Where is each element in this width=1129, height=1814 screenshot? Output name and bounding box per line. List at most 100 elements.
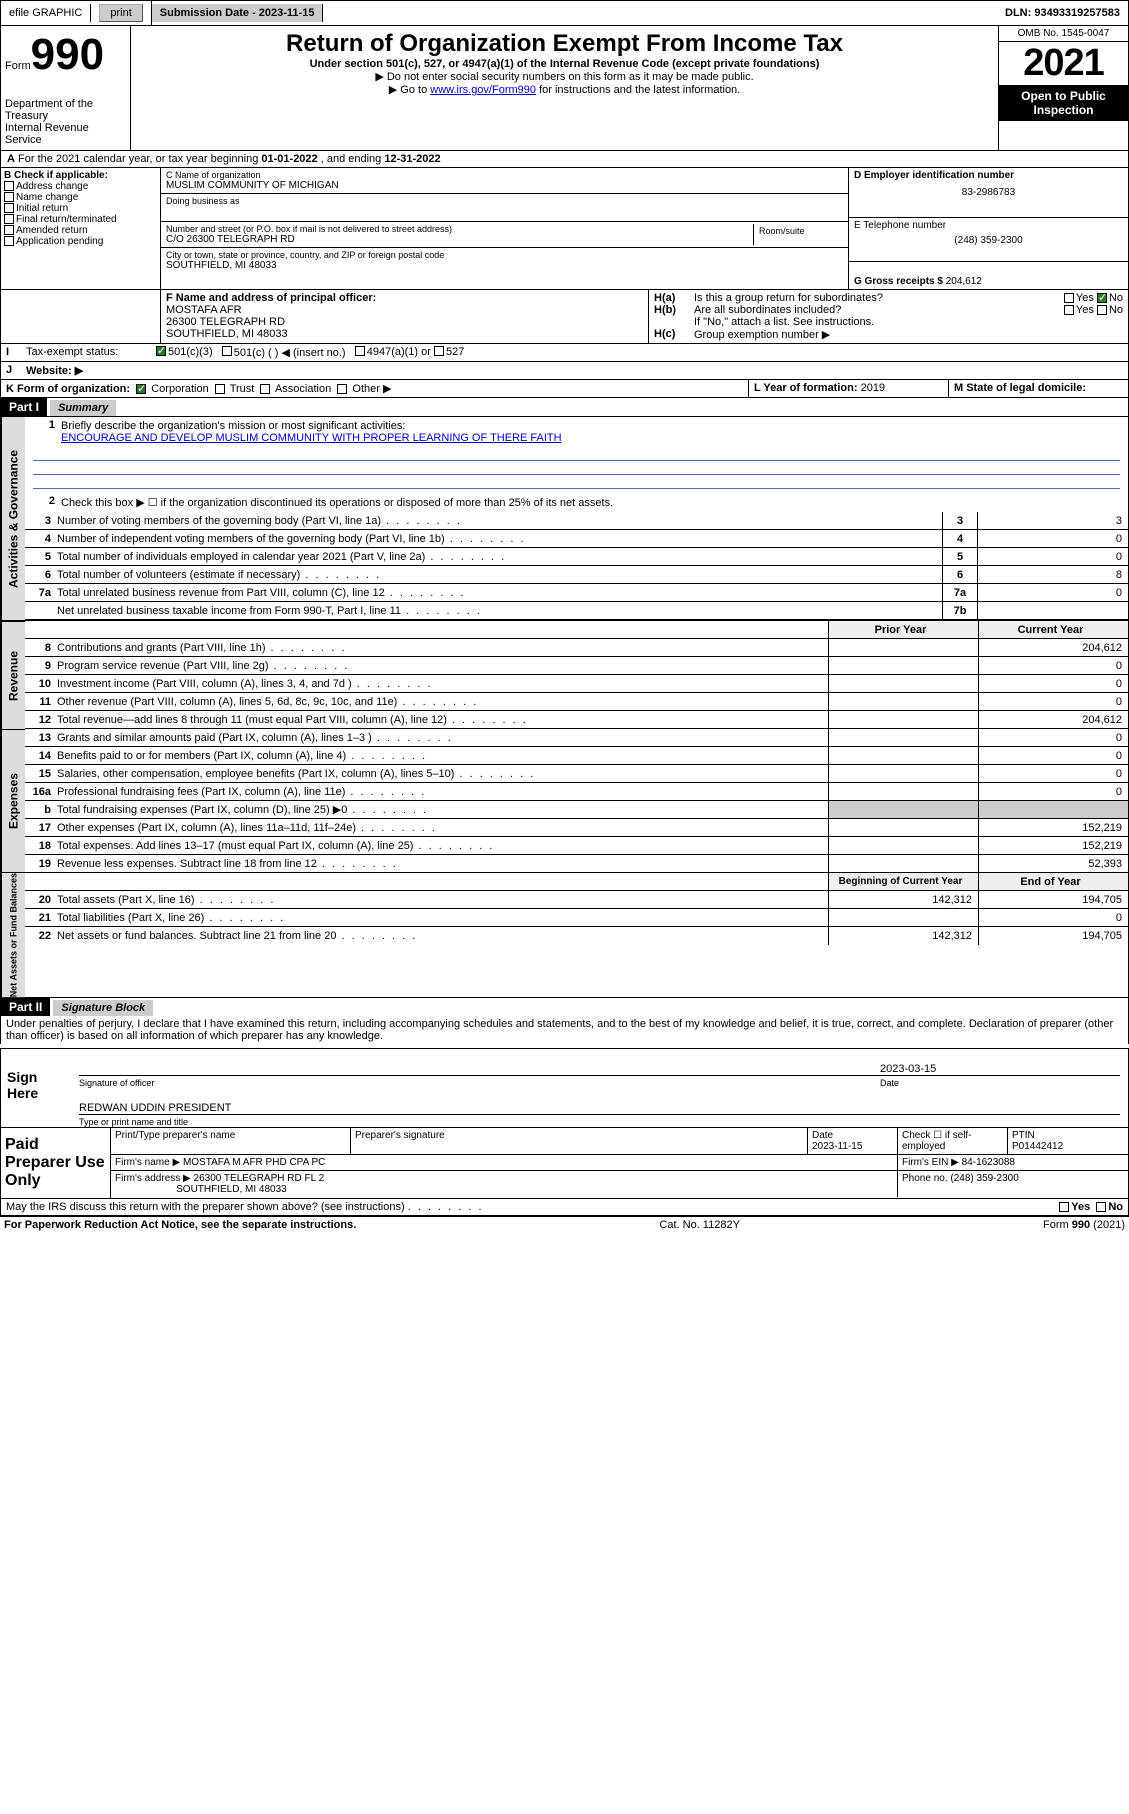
form-subtitle-1: Under section 501(c), 527, or 4947(a)(1)… (135, 58, 994, 70)
self-employed-check: Check ☐ if self-employed (898, 1128, 1008, 1154)
sign-here-label: Sign Here (1, 1049, 71, 1127)
checkbox-501c[interactable] (222, 346, 232, 356)
firm-addr1: 26300 TELEGRAPH RD FL 2 (194, 1173, 325, 1184)
tax-year-end: 12-31-2022 (384, 153, 440, 165)
checkbox-amended[interactable] (4, 225, 14, 235)
chk-label: Address change (16, 181, 88, 192)
gross-receipts-label: G Gross receipts $ (854, 276, 943, 287)
city-state-zip: SOUTHFIELD, MI 48033 (166, 260, 843, 271)
form-header: Form990 Department of the Treasury Inter… (0, 26, 1129, 151)
part1-badge: Part I (1, 398, 47, 416)
revenue-line: 10Investment income (Part VIII, column (… (25, 675, 1128, 693)
checkbox-initial-return[interactable] (4, 203, 14, 213)
part2-header: Part II Signature Block (0, 998, 1129, 1016)
officer-label: F Name and address of principal officer: (166, 292, 643, 304)
open-public-badge: Open to Public Inspection (999, 85, 1128, 121)
year-formation: 2019 (861, 382, 885, 394)
checkbox-501c3[interactable] (156, 346, 166, 356)
checkbox-trust[interactable] (215, 384, 225, 394)
org-name: MUSLIM COMMUNITY OF MICHIGAN (166, 180, 843, 191)
revenue-line: 9Program service revenue (Part VIII, lin… (25, 657, 1128, 675)
side-label-expenses: Expenses (1, 729, 25, 873)
state-domicile-label: M State of legal domicile: (954, 382, 1086, 394)
summary-line: 7aTotal unrelated business revenue from … (25, 584, 1128, 602)
irs-link[interactable]: www.irs.gov/Form990 (430, 84, 536, 96)
prior-year-head: Prior Year (828, 621, 978, 638)
ein-label: D Employer identification number (854, 170, 1123, 181)
officer-name: MOSTAFA AFR (166, 304, 643, 316)
expense-line: 19Revenue less expenses. Subtract line 1… (25, 855, 1128, 873)
summary-line: 5Total number of individuals employed in… (25, 548, 1128, 566)
checkbox-hb-no[interactable] (1097, 305, 1107, 315)
checkbox-527[interactable] (434, 346, 444, 356)
ein: 83-2986783 (854, 187, 1123, 198)
section-net-assets: Net Assets or Fund Balances Beginning of… (0, 873, 1129, 998)
form-subtitle-2: ▶ Do not enter social security numbers o… (135, 70, 994, 83)
print-button[interactable]: print (99, 4, 142, 22)
opt-other: Other ▶ (352, 383, 391, 395)
website-label: Website: ▶ (26, 364, 83, 377)
checkbox-corp[interactable] (136, 384, 146, 394)
col-c: C Name of organization MUSLIM COMMUNITY … (161, 168, 848, 289)
checkbox-discuss-yes[interactable] (1059, 1202, 1069, 1212)
section-governance: Activities & Governance 1 Briefly descri… (0, 417, 1129, 621)
org-name-label: C Name of organization (166, 170, 843, 180)
dln: DLN: 93493319257583 (997, 4, 1128, 22)
firm-ein: 84-1623088 (962, 1157, 1015, 1168)
checkbox-ha-no[interactable] (1097, 293, 1107, 303)
chk-label: Amended return (16, 225, 88, 236)
checkbox-discuss-no[interactable] (1096, 1202, 1106, 1212)
opt-501c: 501(c) ( ) ◀ (insert no.) (234, 346, 346, 359)
no-label: No (1109, 292, 1123, 304)
checkbox-app-pending[interactable] (4, 236, 14, 246)
checkbox-address-change[interactable] (4, 181, 14, 191)
opt-527: 527 (446, 346, 464, 359)
discuss-text: May the IRS discuss this return with the… (6, 1201, 405, 1213)
row-j: J Website: ▶ (0, 362, 1129, 380)
paperwork-notice: For Paperwork Reduction Act Notice, see … (4, 1219, 356, 1231)
firm-addr-label: Firm's address ▶ (115, 1173, 191, 1184)
form-org-label: K Form of organization: (6, 383, 130, 395)
opt-assoc: Association (275, 383, 331, 395)
expense-line: 15Salaries, other compensation, employee… (25, 765, 1128, 783)
checkbox-hb-yes[interactable] (1064, 305, 1074, 315)
goto-pre: ▶ Go to (389, 84, 430, 96)
checkbox-assoc[interactable] (260, 384, 270, 394)
checkbox-4947[interactable] (355, 346, 365, 356)
phone-label: E Telephone number (854, 220, 1123, 231)
sign-date: 2023-03-15 (880, 1063, 1120, 1075)
row-i: I Tax-exempt status: 501(c)(3) 501(c) ( … (0, 344, 1129, 362)
row-a: A For the 2021 calendar year, or tax yea… (0, 151, 1129, 168)
declaration-text: Under penalties of perjury, I declare th… (0, 1016, 1129, 1044)
mission-text[interactable]: ENCOURAGE AND DEVELOP MUSLIM COMMUNITY W… (61, 432, 562, 444)
yes-label: Yes (1076, 304, 1094, 316)
part1-title: Summary (50, 400, 116, 416)
opt-501c3: 501(c)(3) (168, 346, 213, 359)
omb-number: OMB No. 1545-0047 (999, 26, 1128, 42)
tax-exempt-label: Tax-exempt status: (26, 346, 156, 359)
row-a-mid: , and ending (318, 153, 385, 165)
checkbox-name-change[interactable] (4, 192, 14, 202)
yes-label: Yes (1076, 292, 1094, 304)
year-formation-label: L Year of formation: (754, 382, 858, 394)
room-label: Room/suite (759, 226, 838, 236)
rev-exp-header: Revenue Prior Year Current Year 8Contrib… (0, 621, 1129, 729)
part2-badge: Part II (1, 998, 50, 1016)
opt-corp: Corporation (151, 383, 208, 395)
hc-label: Group exemption number ▶ (694, 328, 830, 341)
col-b-label: B Check if applicable: (4, 170, 157, 181)
form-number: 990 (31, 30, 104, 79)
side-label-revenue: Revenue (1, 621, 25, 729)
checkbox-final-return[interactable] (4, 214, 14, 224)
firm-name-label: Firm's name ▶ (115, 1157, 180, 1168)
revenue-line: 12Total revenue—add lines 8 through 11 (… (25, 711, 1128, 729)
checkbox-other[interactable] (337, 384, 347, 394)
addr-label: Number and street (or P.O. box if mail i… (166, 224, 753, 234)
chk-label: Final return/terminated (16, 214, 117, 225)
paid-preparer-label: Paid Preparer Use Only (1, 1128, 111, 1198)
checkbox-ha-yes[interactable] (1064, 293, 1074, 303)
chk-label: Name change (16, 192, 78, 203)
chk-label: Application pending (16, 236, 103, 247)
expense-line: bTotal fundraising expenses (Part IX, co… (25, 801, 1128, 819)
no-label: No (1108, 1201, 1123, 1213)
